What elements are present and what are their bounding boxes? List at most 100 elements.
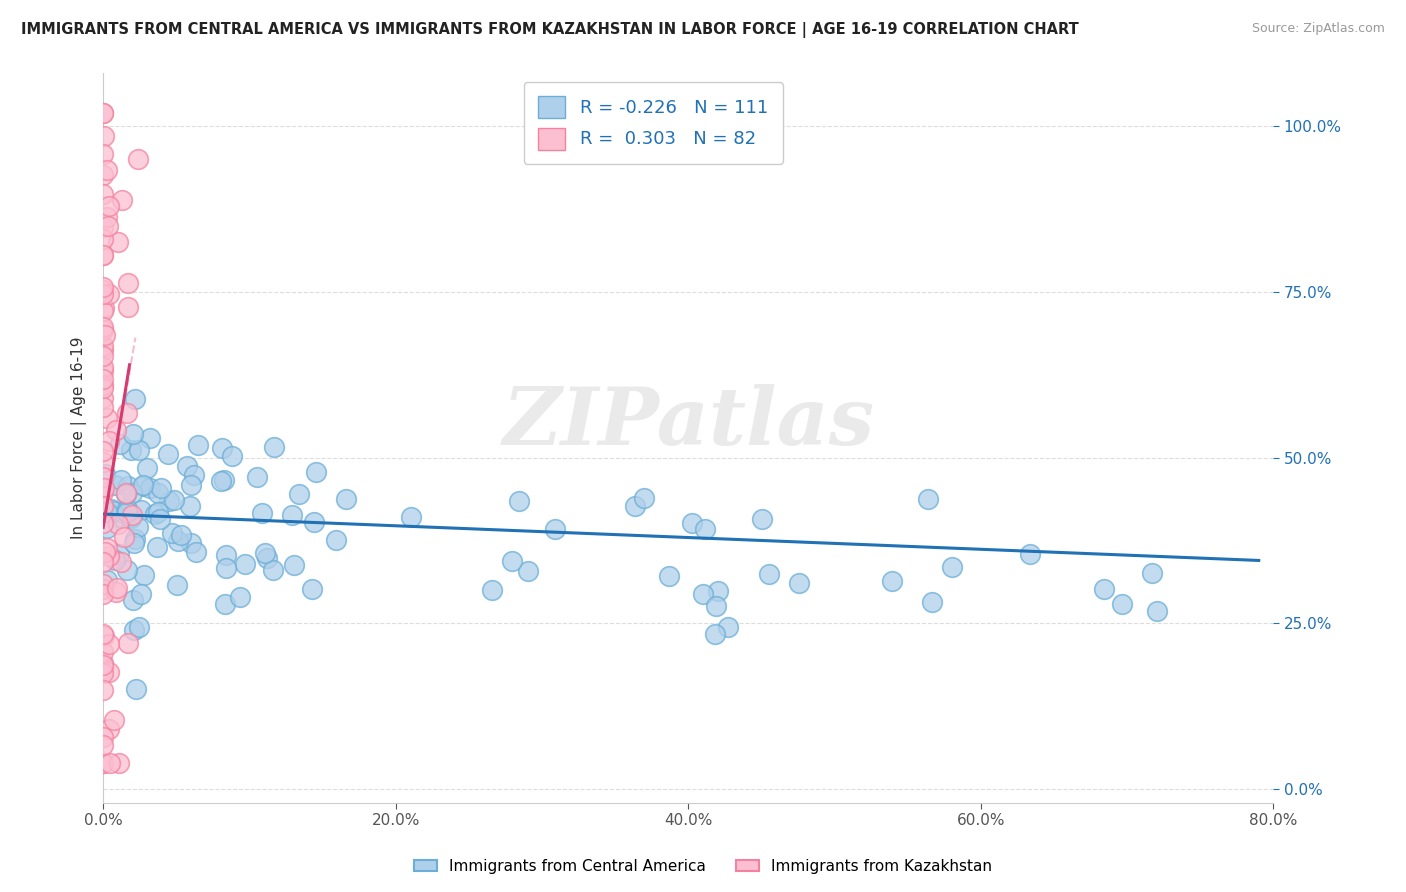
Point <box>115 486 138 500</box>
Point <box>115 406 138 420</box>
Point <box>91 105 114 120</box>
Point <box>120 509 142 524</box>
Point <box>179 499 201 513</box>
Point <box>120 510 142 524</box>
Point <box>108 436 131 450</box>
Point <box>97 219 120 233</box>
Point <box>115 505 138 519</box>
Point <box>97 637 120 651</box>
Point <box>135 460 157 475</box>
Point <box>117 478 139 492</box>
Point <box>633 491 655 505</box>
Point <box>117 276 139 290</box>
Point <box>921 595 943 609</box>
Point <box>163 492 186 507</box>
Point <box>221 449 243 463</box>
Point <box>91 319 114 334</box>
Point <box>104 477 127 491</box>
Point <box>122 536 145 550</box>
Point <box>1092 582 1115 596</box>
Point <box>1146 604 1168 618</box>
Point <box>187 438 209 452</box>
Point <box>704 599 727 613</box>
Point <box>305 465 328 479</box>
Point <box>112 530 135 544</box>
Point <box>91 381 114 395</box>
Point <box>121 426 143 441</box>
Point <box>252 507 274 521</box>
Point <box>146 540 169 554</box>
Point <box>91 372 114 386</box>
Point <box>263 440 285 454</box>
Point <box>149 512 172 526</box>
Point <box>91 627 114 641</box>
Point <box>91 587 114 601</box>
Point <box>94 545 117 559</box>
Point <box>108 756 131 770</box>
Point <box>325 533 347 547</box>
Point <box>233 557 256 571</box>
Point <box>91 656 114 670</box>
Point <box>105 582 128 596</box>
Point <box>508 494 530 508</box>
Point <box>211 441 233 455</box>
Point <box>157 494 180 508</box>
Point <box>91 283 114 297</box>
Point <box>91 499 114 513</box>
Point <box>215 548 238 562</box>
Point <box>401 510 423 524</box>
Point <box>91 248 114 262</box>
Point <box>787 575 810 590</box>
Point <box>105 510 128 524</box>
Point <box>127 520 149 534</box>
Point <box>146 505 169 519</box>
Point <box>91 576 114 591</box>
Point <box>214 597 236 611</box>
Point <box>91 287 114 301</box>
Point <box>91 555 114 569</box>
Point <box>751 512 773 526</box>
Point <box>281 508 304 522</box>
Point <box>96 410 118 425</box>
Point <box>91 105 114 120</box>
Point <box>108 547 131 561</box>
Point <box>96 163 118 178</box>
Point <box>93 738 115 752</box>
Point <box>91 391 114 405</box>
Point <box>117 300 139 314</box>
Point <box>125 682 148 697</box>
Point <box>1140 566 1163 580</box>
Point <box>162 526 184 541</box>
Point <box>127 153 149 167</box>
Point <box>91 220 114 235</box>
Point <box>91 400 114 414</box>
Point <box>98 434 121 449</box>
Point <box>209 474 232 488</box>
Point <box>132 478 155 492</box>
Point <box>91 444 114 458</box>
Y-axis label: In Labor Force | Age 16-19: In Labor Force | Age 16-19 <box>72 336 87 539</box>
Point <box>124 532 146 546</box>
Point <box>170 528 193 542</box>
Point <box>516 564 538 578</box>
Point <box>717 620 740 634</box>
Point <box>103 713 125 727</box>
Point <box>103 504 125 518</box>
Point <box>91 469 114 483</box>
Point <box>176 458 198 473</box>
Point <box>128 620 150 634</box>
Point <box>91 582 114 597</box>
Point <box>544 522 567 536</box>
Point <box>704 627 727 641</box>
Point <box>229 590 252 604</box>
Point <box>91 349 114 363</box>
Point <box>98 199 121 213</box>
Point <box>167 533 190 548</box>
Point <box>91 657 114 672</box>
Point <box>107 235 129 249</box>
Point <box>183 467 205 482</box>
Point <box>96 505 118 519</box>
Point <box>941 560 963 574</box>
Point <box>94 328 117 343</box>
Point <box>139 481 162 495</box>
